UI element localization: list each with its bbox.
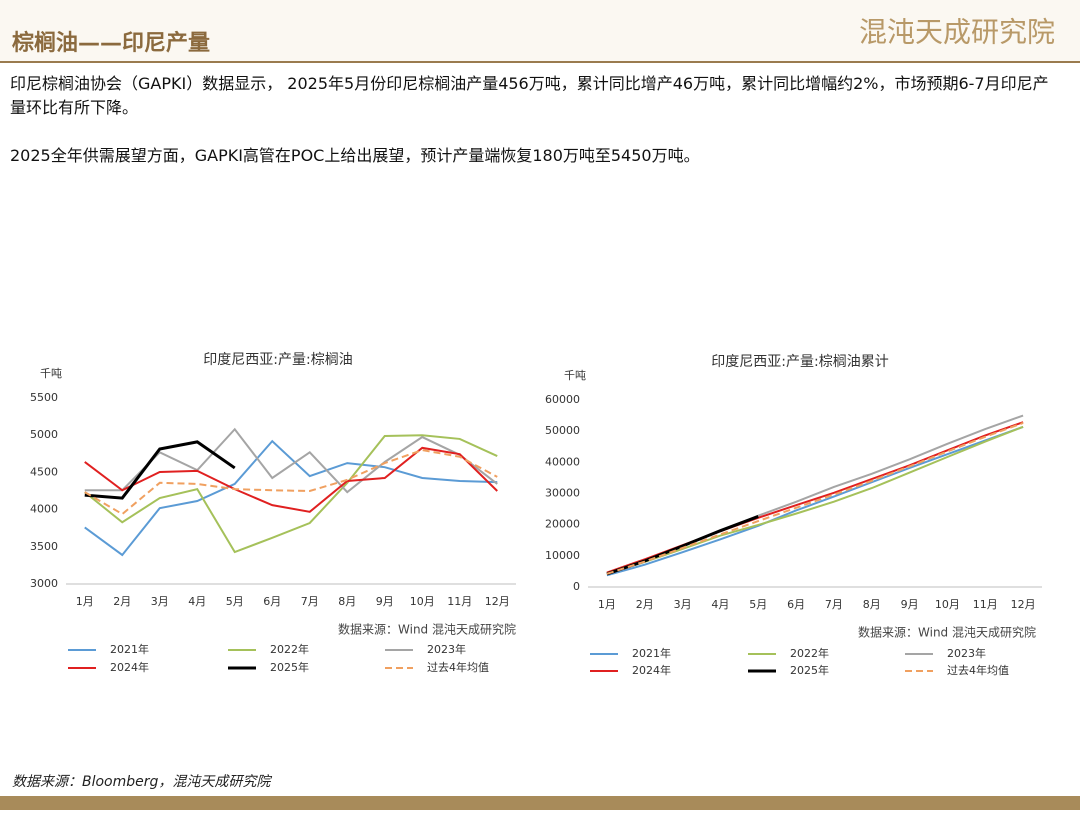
x-tick-label: 5月 [226,595,244,608]
legend-label: 过去4年均值 [427,660,489,674]
x-tick-label: 10月 [410,595,435,608]
legend-label: 2023年 [947,646,986,660]
y-tick-label: 4500 [30,465,58,478]
x-tick-label: 9月 [376,595,394,608]
x-tick-label: 12月 [1011,598,1036,611]
x-tick-label: 8月 [338,595,356,608]
y-tick-label: 40000 [545,455,580,468]
y-tick-label: 20000 [545,518,580,531]
x-tick-label: 9月 [901,598,919,611]
series-line [606,515,759,576]
y-axis-label: 千吨 [564,369,586,382]
series-line [84,427,498,494]
y-tick-label: 10000 [545,549,580,562]
y-tick-label: 60000 [545,393,580,406]
series-line [84,449,498,516]
legend-label: 2023年 [427,642,466,656]
x-tick-label: 10月 [935,598,960,611]
logo: 混沌天成研究院 [859,16,1055,49]
legend-label: 2021年 [632,646,671,660]
x-tick-label: 2月 [636,598,654,611]
y-tick-label: 3000 [30,577,58,590]
chart-source: 数据来源：Wind 混沌天成研究院 [858,625,1036,640]
x-tick-label: 2月 [113,595,131,608]
legend-label: 2022年 [790,646,829,660]
series-line [84,439,498,557]
x-tick-label: 3月 [674,598,692,611]
footer-bar [0,796,1080,810]
header-title: 棕榈油——印尼产量 [12,30,210,56]
series-line [84,446,498,513]
x-tick-label: 8月 [863,598,881,611]
legend-label: 2021年 [110,642,149,656]
x-tick-label: 11月 [973,598,998,611]
x-tick-label: 7月 [301,595,319,608]
x-tick-label: 4月 [711,598,729,611]
paragraph-box: 印尼棕榈油协会（GAPKI）数据显示， 2025年5月份印尼棕榈油产量456万吨… [10,72,1060,168]
series-line [84,440,236,500]
paragraph: 2025全年供需展望方面，GAPKI高管在POC上给出展望，预计产量端恢复180… [10,146,700,165]
legend-label: 过去4年均值 [947,663,1009,677]
legend-label: 2024年 [632,663,671,677]
series-line [606,425,1024,577]
paragraphs: 印尼棕榈油协会（GAPKI）数据显示， 2025年5月份印尼棕榈油产量456万吨… [10,72,1060,168]
legend-label: 2025年 [790,663,829,677]
legend-label: 2022年 [270,642,309,656]
x-tick-label: 6月 [263,595,281,608]
header-bg [0,0,1080,62]
x-tick-label: 6月 [787,598,805,611]
paragraph: 印尼棕榈油协会（GAPKI）数据显示， 2025年5月份印尼棕榈油产量456万吨… [10,74,1049,117]
x-tick-label: 3月 [151,595,169,608]
chart-source: 数据来源：Wind 混沌天成研究院 [338,622,516,637]
series-line [84,434,498,554]
y-axis-label: 千吨 [40,367,62,380]
y-tick-label: 4000 [30,503,58,516]
y-tick-label: 50000 [545,424,580,437]
y-tick-label: 3500 [30,540,58,553]
chart-title: 印度尼西亚:产量:棕榈油 [203,352,352,368]
series-line [606,421,1024,575]
x-tick-label: 12月 [485,595,510,608]
legend-label: 2025年 [270,660,309,674]
x-tick-label: 5月 [749,598,767,611]
y-tick-label: 5000 [30,428,58,441]
x-tick-label: 11月 [447,595,472,608]
x-tick-label: 4月 [188,595,206,608]
footer-source: 数据来源：Bloomberg，混沌天成研究院 [12,774,272,790]
y-tick-label: 0 [573,580,580,593]
x-tick-label: 1月 [76,595,94,608]
y-tick-label: 30000 [545,487,580,500]
chart-title: 印度尼西亚:产量:棕榈油累计 [711,354,888,370]
y-tick-label: 5500 [30,391,58,404]
legend-label: 2024年 [110,660,149,674]
x-tick-label: 7月 [825,598,843,611]
x-tick-label: 1月 [598,598,616,611]
